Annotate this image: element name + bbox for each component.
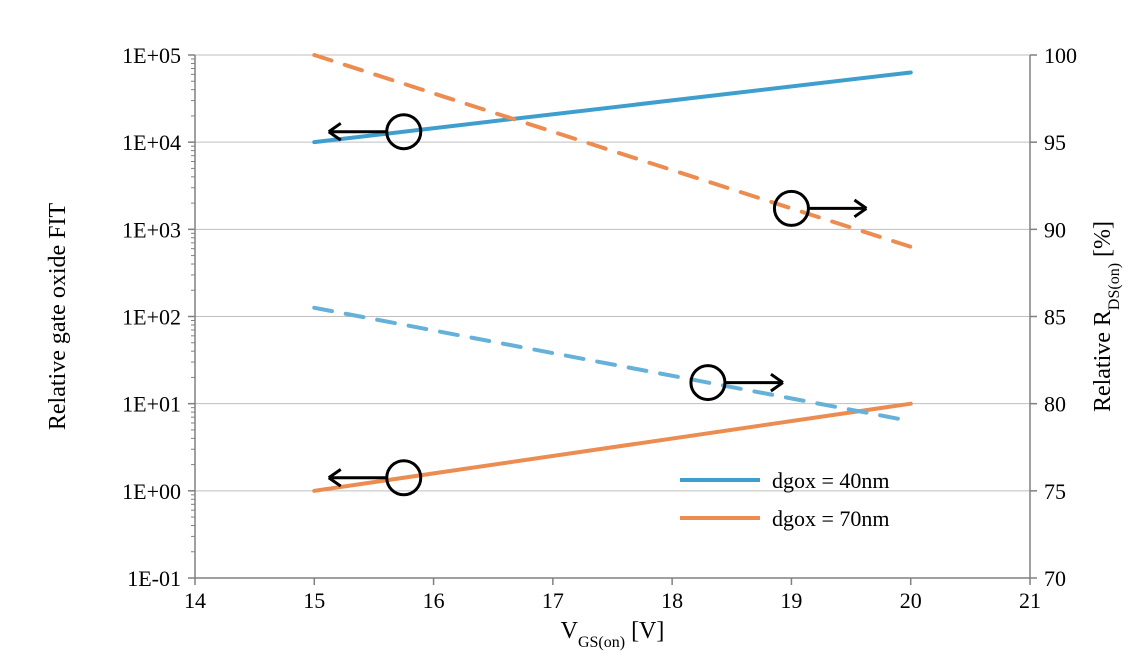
svg-text:dgox = 40nm: dgox = 40nm — [772, 468, 890, 493]
svg-text:85: 85 — [1044, 305, 1066, 330]
svg-text:95: 95 — [1044, 130, 1066, 155]
svg-text:1E+00: 1E+00 — [122, 479, 181, 504]
svg-text:dgox = 70nm: dgox = 70nm — [772, 506, 890, 531]
svg-text:1E+05: 1E+05 — [122, 43, 181, 68]
svg-text:Relative gate oxide FIT: Relative gate oxide FIT — [45, 203, 71, 431]
svg-text:1E+01: 1E+01 — [122, 392, 181, 417]
svg-text:15: 15 — [303, 588, 325, 613]
svg-text:1E+03: 1E+03 — [122, 217, 181, 242]
svg-text:1E+02: 1E+02 — [122, 305, 181, 330]
svg-text:90: 90 — [1044, 217, 1066, 242]
svg-text:80: 80 — [1044, 392, 1066, 417]
svg-text:19: 19 — [780, 588, 802, 613]
svg-text:1E+04: 1E+04 — [122, 130, 181, 155]
dual-axis-line-chart: 14 15 16 17 18 19 20 21 1E-01 1E+00 1E+01 1E+02 1E+0… — [0, 0, 1146, 664]
svg-text:14: 14 — [184, 588, 206, 613]
svg-text:21: 21 — [1019, 588, 1041, 613]
svg-text:16: 16 — [423, 588, 445, 613]
svg-text:17: 17 — [542, 588, 564, 613]
svg-text:20: 20 — [900, 588, 922, 613]
chart-container: 14 15 16 17 18 19 20 21 1E-01 1E+00 1E+01 1E+02 1E+0… — [0, 0, 1146, 664]
svg-text:70: 70 — [1044, 566, 1066, 591]
svg-text:100: 100 — [1044, 43, 1077, 68]
svg-text:1E-01: 1E-01 — [127, 566, 181, 591]
svg-text:75: 75 — [1044, 479, 1066, 504]
svg-text:18: 18 — [661, 588, 683, 613]
